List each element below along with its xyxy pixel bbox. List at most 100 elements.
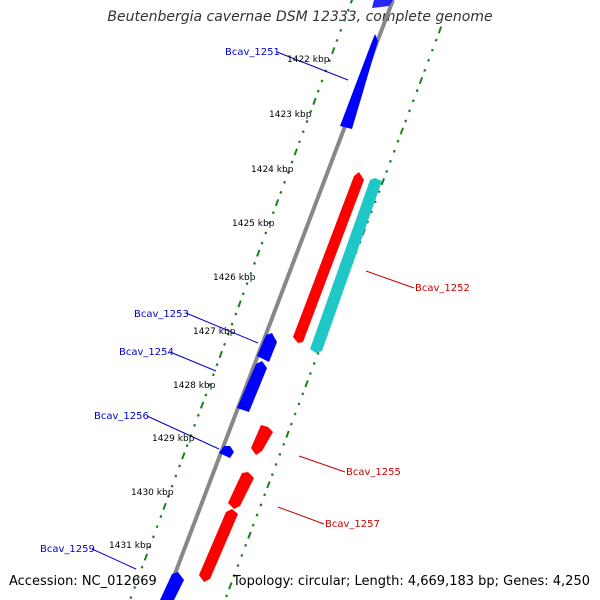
minor-tick <box>255 513 259 517</box>
minor-tick <box>385 169 389 174</box>
gene-bcav-1255-arrow[interactable] <box>251 425 273 455</box>
major-tick <box>247 531 252 539</box>
gene-bcav-1252r-arrow[interactable] <box>293 172 364 343</box>
gene-bcav-1252-arrow[interactable] <box>310 178 382 353</box>
minor-tick <box>140 565 144 569</box>
minor-tick <box>366 220 370 224</box>
minor-tick <box>286 170 290 174</box>
major-tick <box>349 0 354 4</box>
minor-tick <box>268 221 272 225</box>
minor-tick <box>193 423 197 427</box>
minor-tick <box>392 149 396 153</box>
minor-tick <box>196 413 200 417</box>
minor-tick <box>373 200 377 204</box>
kbp-label: 1425 kbp <box>232 219 275 229</box>
minor-tick <box>290 160 294 164</box>
minor-tick <box>204 393 208 397</box>
kbp-label: 1426 kbp <box>213 273 256 283</box>
gene-bcav-1254-arrow[interactable] <box>237 361 267 412</box>
minor-tick <box>230 322 234 326</box>
gene-bcav-1251-arrow[interactable] <box>340 34 378 129</box>
inner-tick-ring <box>129 0 354 600</box>
kbp-label: 1427 kbp <box>193 327 236 337</box>
major-tick <box>437 26 443 34</box>
leader-bcav-1254 <box>169 351 217 372</box>
minor-tick <box>298 140 301 144</box>
major-tick <box>256 249 261 257</box>
minor-tick <box>388 159 392 163</box>
minor-tick <box>185 444 189 448</box>
minor-tick <box>159 515 163 519</box>
major-tick <box>380 177 386 186</box>
minor-tick <box>170 484 174 488</box>
gene-label-bcav-1255[interactable]: Bcav_1255 <box>346 467 401 478</box>
minor-tick <box>129 596 133 600</box>
minor-tick <box>279 190 283 194</box>
gene-bcav-1250-arrow[interactable] <box>372 0 393 8</box>
minor-tick <box>301 130 305 134</box>
minor-tick <box>223 342 227 346</box>
minor-tick <box>434 38 438 42</box>
leader-bcav-1259 <box>91 548 137 570</box>
gene-bcav-1256-arrow[interactable] <box>219 446 234 458</box>
minor-tick <box>316 351 320 355</box>
major-tick <box>199 401 205 409</box>
kbp-label: 1424 kbp <box>251 165 294 175</box>
minor-tick <box>320 79 324 83</box>
minor-tick <box>396 139 400 143</box>
minor-tick <box>335 39 339 42</box>
minor-tick <box>244 543 248 547</box>
major-tick <box>218 350 223 359</box>
minor-tick <box>404 119 408 123</box>
gene-bcav-1259-arrow[interactable] <box>160 572 184 600</box>
minor-tick <box>423 68 427 72</box>
minor-tick <box>178 464 182 468</box>
minor-tick <box>234 312 238 316</box>
minor-tick <box>270 473 274 477</box>
gene-label-bcav-1259[interactable]: Bcav_1259 <box>40 544 95 555</box>
minor-tick <box>208 383 212 387</box>
minor-tick <box>232 574 236 578</box>
gene-label-bcav-1251[interactable]: Bcav_1251 <box>225 47 280 58</box>
minor-tick <box>215 363 219 367</box>
major-tick <box>312 97 317 105</box>
minor-tick <box>430 48 434 52</box>
minor-tick <box>155 525 159 529</box>
minor-tick <box>343 18 346 22</box>
gene-bcav-1257a-arrow[interactable] <box>228 472 254 509</box>
gene-bcav-1257b-arrow[interactable] <box>199 509 238 582</box>
gene-bcav-1253-arrow[interactable] <box>257 333 277 362</box>
minor-tick <box>415 89 419 93</box>
minor-tick <box>328 59 331 63</box>
minor-tick <box>251 523 255 527</box>
gene-label-bcav-1254[interactable]: Bcav_1254 <box>119 347 174 358</box>
minor-tick <box>408 109 411 113</box>
kbp-label: 1429 kbp <box>152 434 195 444</box>
minor-tick <box>411 99 415 103</box>
gene-label-bcav-1256[interactable]: Bcav_1256 <box>94 411 149 422</box>
major-tick <box>162 502 167 511</box>
major-tick <box>181 452 186 460</box>
leader-bcav-1256 <box>146 415 220 450</box>
minor-tick <box>211 373 215 377</box>
minor-tick <box>289 422 293 426</box>
minor-tick <box>283 180 287 184</box>
gene-label-bcav-1253[interactable]: Bcav_1253 <box>134 309 189 320</box>
leader-bcav-1257 <box>277 506 325 525</box>
minor-tick <box>148 545 152 549</box>
gene-label-bcav-1257[interactable]: Bcav_1257 <box>325 519 380 530</box>
major-tick <box>331 47 336 55</box>
accession-text: Accession: NC_012669 <box>9 574 157 589</box>
minor-tick <box>245 282 249 286</box>
major-tick <box>399 127 405 135</box>
minor-tick <box>236 564 240 568</box>
minor-tick <box>293 412 297 416</box>
kbp-label: 1428 kbp <box>173 381 216 391</box>
minor-tick <box>264 231 268 235</box>
major-tick <box>418 76 424 85</box>
minor-tick <box>226 332 230 336</box>
major-tick <box>285 430 290 438</box>
gene-label-bcav-1252[interactable]: Bcav_1252 <box>415 283 470 294</box>
